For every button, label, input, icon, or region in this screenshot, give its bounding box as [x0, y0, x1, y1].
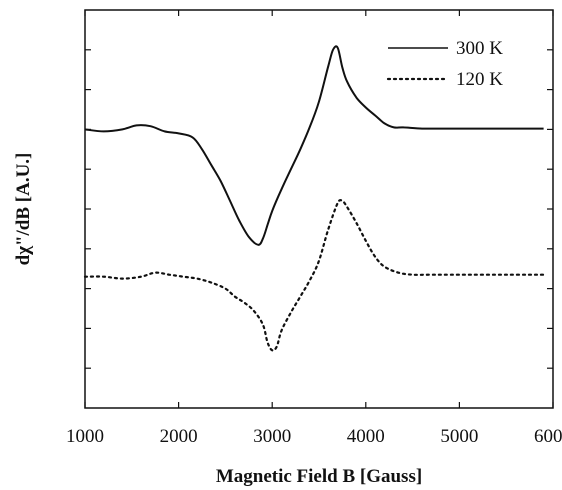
- x-tick-label-1000: 1000: [66, 426, 104, 447]
- x-tick-label-3000: 3000: [253, 426, 291, 447]
- legend: 300 K 120 K: [386, 38, 503, 90]
- x-tick-label-6000: 6000: [534, 426, 562, 447]
- x-axis-title: Magnetic Field B [Gauss]: [216, 466, 422, 487]
- series-layer: [83, 45, 545, 352]
- x-tick-label-5000: 5000: [440, 426, 478, 447]
- x-tick-label-2000: 2000: [160, 426, 198, 447]
- x-axis-ticks: 1000 2000 3000 4000 5000 6000: [66, 10, 562, 447]
- legend-label-1: 120 K: [456, 69, 503, 90]
- legend-label-0: 300 K: [456, 38, 503, 59]
- y-axis-title: dχ"/dB [A.U.]: [13, 153, 34, 266]
- x-tick-label-4000: 4000: [347, 426, 385, 447]
- series-line-120-k: [83, 198, 545, 352]
- y-axis-ticks: [85, 49, 553, 369]
- series-line-300-k: [84, 45, 544, 246]
